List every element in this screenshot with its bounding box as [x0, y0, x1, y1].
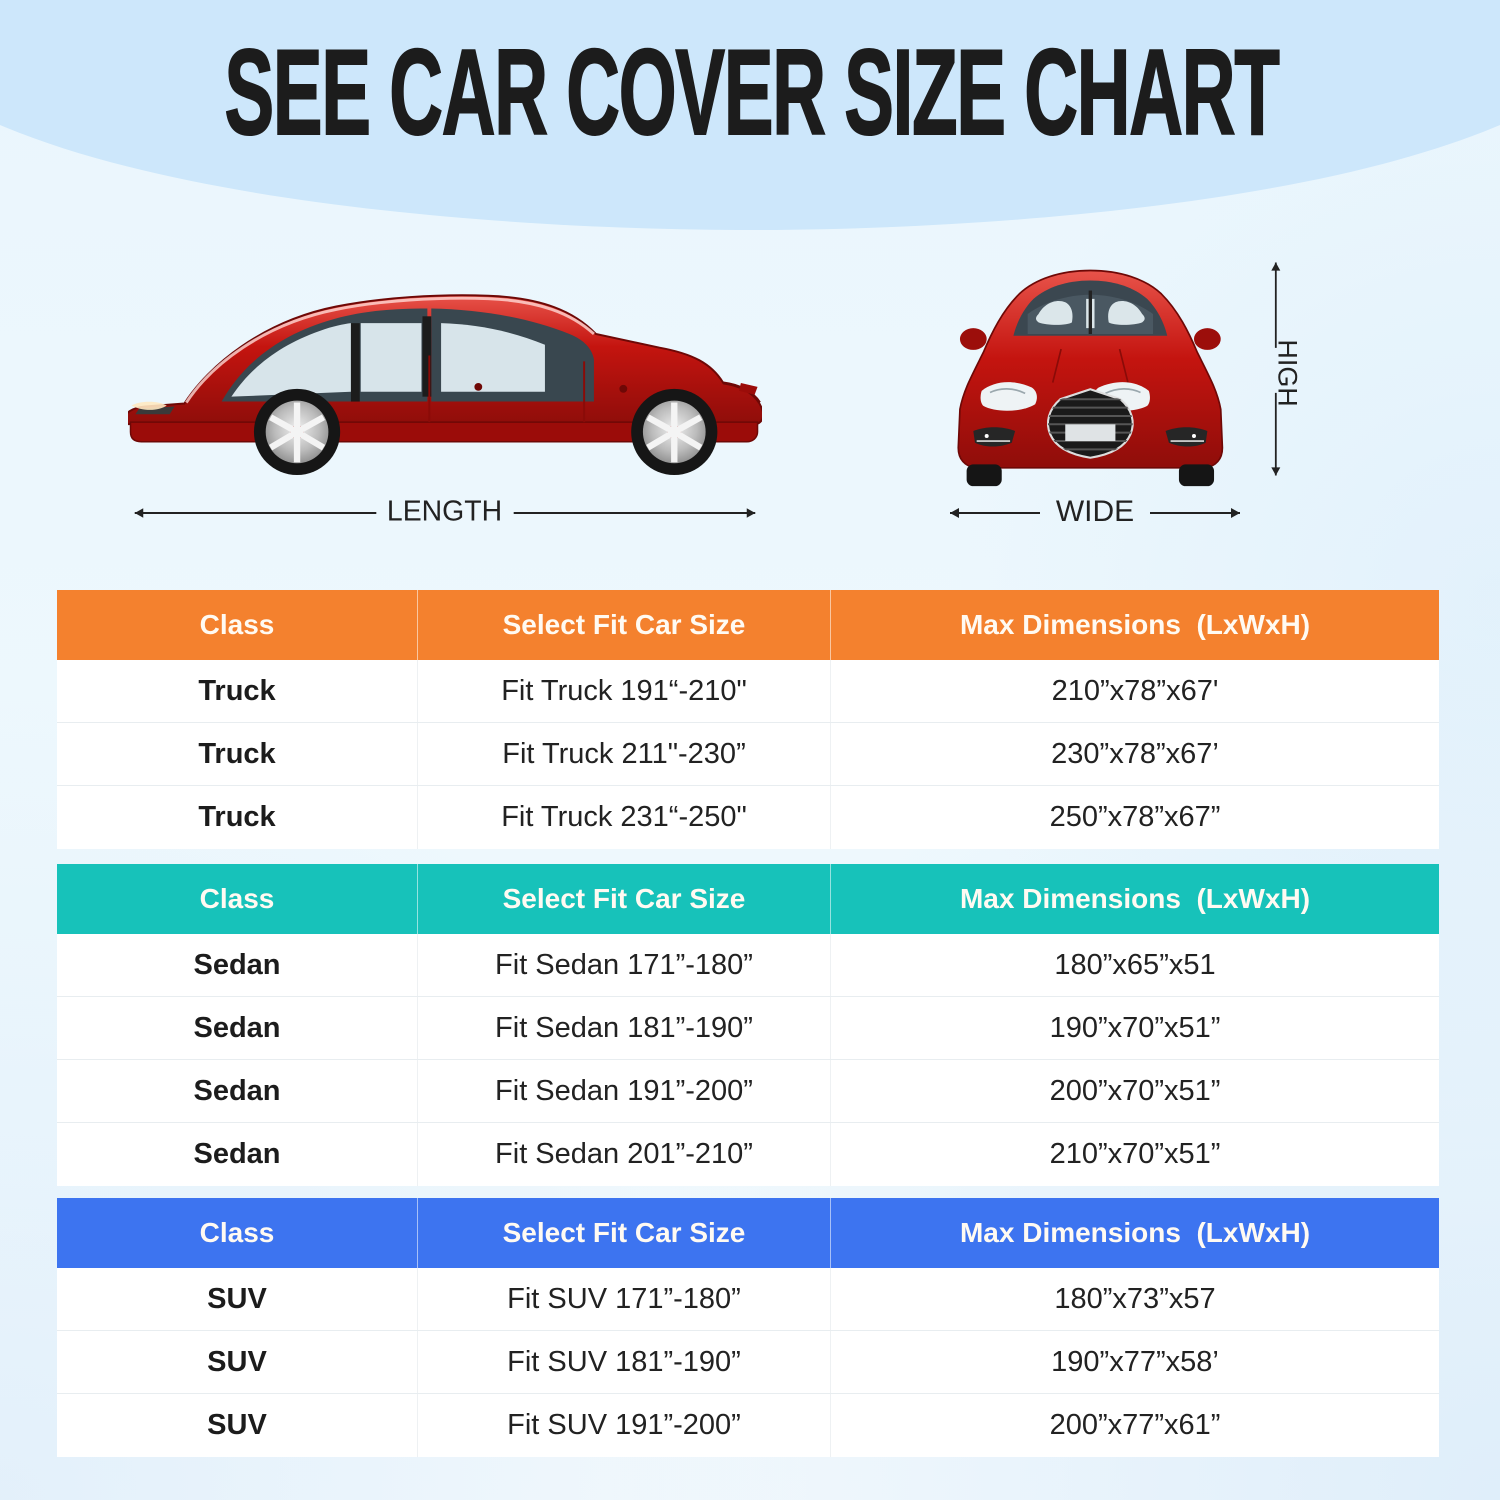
- svg-text:WIDE: WIDE: [1056, 497, 1134, 528]
- svg-text:HIGH: HIGH: [1273, 339, 1303, 406]
- svg-text:LENGTH: LENGTH: [387, 497, 502, 528]
